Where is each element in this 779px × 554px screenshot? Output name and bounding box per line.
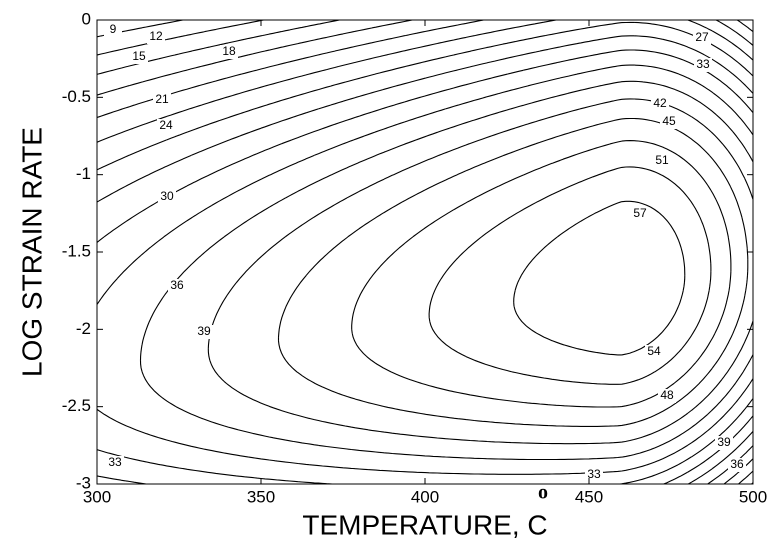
- contour-label-bg: [153, 93, 171, 107]
- contour-label-bg: [157, 119, 175, 133]
- contour-line: [207, 98, 753, 445]
- contour-label: 27: [695, 30, 709, 44]
- contour-label-bg: [653, 154, 671, 168]
- contour-label: 48: [660, 388, 674, 402]
- contour-label-bg: [168, 279, 186, 293]
- contour-line: [97, 20, 753, 484]
- x-tick-label: 450: [575, 487, 603, 506]
- x-tick-label: 400: [411, 487, 439, 506]
- contour-label-bg: [694, 58, 712, 72]
- contour-label: 33: [696, 57, 710, 71]
- contour-label-bg: [693, 31, 711, 45]
- contour-label: 54: [647, 344, 661, 358]
- contour-label-bg: [651, 97, 669, 111]
- contour-label: 33: [587, 467, 601, 481]
- x-axis-label: TEMPERATURE, C: [302, 509, 547, 540]
- contour-label-bg: [658, 389, 676, 403]
- contour-line: [97, 35, 753, 484]
- contour-label-bg: [195, 325, 213, 339]
- plot-area: [96, 19, 754, 485]
- x-tick-label: 300: [83, 487, 111, 506]
- contour-label: 9: [110, 22, 117, 36]
- contour-label: 51: [655, 153, 669, 167]
- contour-line: [97, 20, 753, 484]
- degree-symbol: o: [538, 482, 548, 504]
- contour-line: [97, 20, 753, 484]
- contour-group: [97, 20, 753, 484]
- contour-line: [97, 21, 753, 484]
- contour-label-bg: [660, 115, 678, 129]
- contour-label: 24: [159, 118, 173, 132]
- contour-label: 12: [149, 29, 163, 43]
- contour-line: [97, 49, 753, 484]
- contour-label-bg: [106, 456, 124, 470]
- contour-label-bg: [104, 23, 122, 37]
- contour-line: [97, 64, 753, 475]
- contour-label: 33: [108, 455, 122, 469]
- x-tick-label: 350: [247, 487, 275, 506]
- contour-label-bg: [631, 207, 649, 221]
- contour-label: 18: [222, 44, 236, 58]
- y-tick-label: -1.5: [62, 241, 91, 260]
- contour-label: 57: [633, 206, 647, 220]
- contour-label: 39: [197, 324, 211, 338]
- contour-line: [428, 166, 712, 385]
- contour-label: 42: [653, 96, 667, 110]
- contour-label-bg: [147, 30, 165, 44]
- contour-label-bg: [130, 50, 148, 64]
- contour-line: [351, 140, 732, 408]
- contour-label-bg: [220, 45, 238, 59]
- contour-line: [97, 20, 753, 484]
- y-tick-label: -2.5: [62, 396, 91, 415]
- y-tick-label: 0: [82, 9, 91, 28]
- contour-label-bg: [728, 458, 746, 472]
- y-tick-label: -3: [76, 473, 91, 492]
- contour-label-bg: [715, 436, 733, 450]
- y-tick-label: -1: [76, 164, 91, 183]
- contour-label-bg: [158, 190, 176, 204]
- contour-label-bg: [645, 345, 663, 359]
- contour-label: 36: [170, 278, 184, 292]
- contour-line: [139, 80, 753, 461]
- contour-label: 45: [662, 114, 676, 128]
- x-tick-label: 500: [739, 487, 767, 506]
- y-tick-label: -0.5: [62, 87, 91, 106]
- contour-label: 30: [160, 189, 174, 203]
- y-tick-label: -2: [76, 319, 91, 338]
- contour-line: [277, 117, 749, 427]
- contour-label: 39: [717, 435, 731, 449]
- contour-label: 36: [730, 457, 744, 471]
- y-axis-label: LOG STRAIN RATE: [16, 127, 47, 377]
- contour-label: 21: [155, 92, 169, 106]
- contour-label: 15: [132, 49, 146, 63]
